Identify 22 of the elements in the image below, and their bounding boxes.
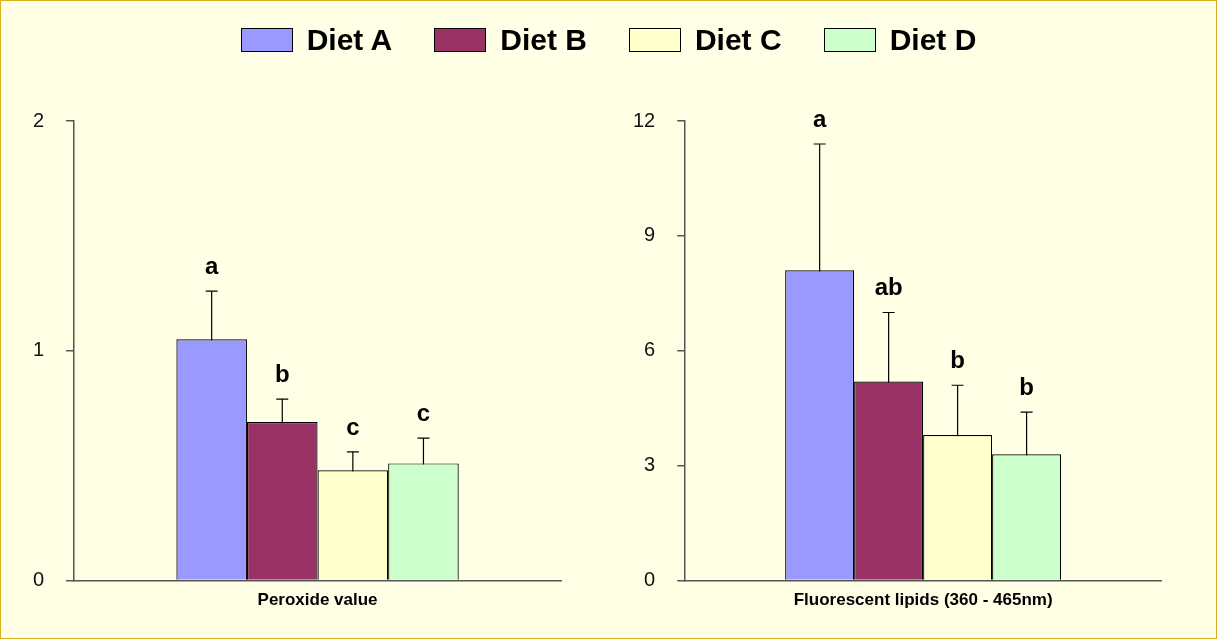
annotation: c: [416, 398, 431, 426]
x-tick-label: Peroxide value: [257, 590, 378, 610]
annotation: b: [1019, 372, 1034, 400]
legend-label: Diet C: [694, 23, 782, 57]
y-tick-label: 9: [644, 223, 656, 246]
y-tick-label: 0: [33, 568, 45, 591]
y-tick-label: 1: [33, 338, 45, 361]
annotation: ab: [874, 273, 903, 301]
annotation: b: [950, 345, 965, 373]
annotation: c: [346, 412, 360, 440]
annotation: b: [274, 359, 290, 387]
annotation: a: [812, 104, 827, 132]
legend-label: Diet B: [500, 23, 587, 57]
x-tick-label: Fluorescent lipids (360 - 465nm): [793, 590, 1053, 610]
annotation: a: [204, 251, 219, 279]
y-tick-label: 6: [644, 338, 656, 361]
y-tick-label: 0: [644, 568, 656, 591]
legend-label: Diet A: [306, 23, 393, 57]
y-tick-label: 2: [33, 108, 45, 131]
y-tick-label: 3: [644, 453, 656, 476]
legend-label: Diet D: [889, 23, 977, 57]
y-tick-label: 12: [633, 108, 656, 131]
